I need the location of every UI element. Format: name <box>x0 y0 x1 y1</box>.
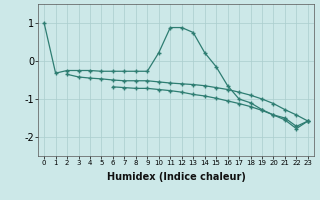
X-axis label: Humidex (Indice chaleur): Humidex (Indice chaleur) <box>107 172 245 182</box>
